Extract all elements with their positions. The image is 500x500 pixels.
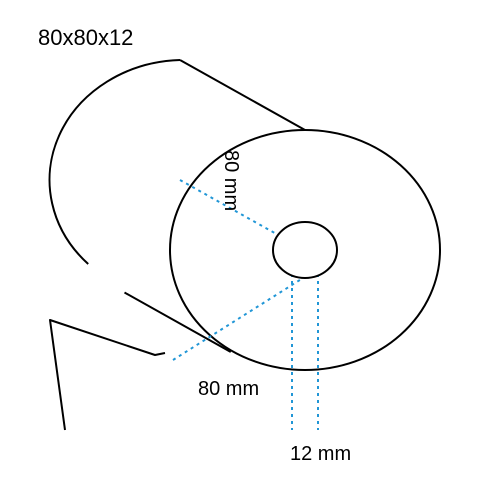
roll-diagram: 80 mm 80 mm 12 mm: [0, 0, 500, 500]
paper-tail: [50, 320, 165, 430]
core-hole: [273, 222, 337, 278]
diagram-container: 80x80x12 80 mm80 mm12 mm: [0, 0, 500, 500]
cylinder-top-edge: [180, 60, 305, 130]
dim-label-diameter_80: 80 mm: [198, 378, 259, 400]
dim-label-width_80: 80 mm: [220, 150, 242, 211]
dim-label-core_12: 12 mm: [290, 443, 351, 465]
back-rim: [50, 60, 180, 264]
